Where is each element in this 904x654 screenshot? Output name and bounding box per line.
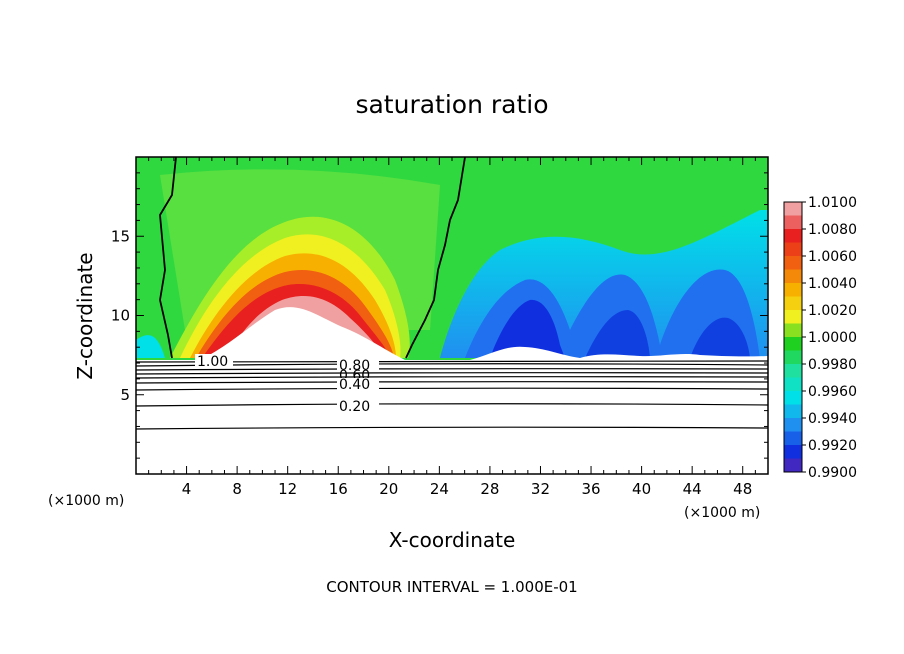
colorbar-level bbox=[784, 242, 802, 257]
colorbar-level bbox=[784, 364, 802, 378]
x-axis: 4 8 12 16 20 24 28 32 36 40 44 48 bbox=[148, 157, 756, 498]
contour-0-20 bbox=[136, 403, 768, 407]
contour-0-70 bbox=[136, 368, 768, 371]
colorbar-level bbox=[784, 431, 802, 446]
x-tick-label: 44 bbox=[683, 480, 702, 498]
colorbar-level bbox=[784, 337, 802, 351]
y-axis-title: Z-coordinate bbox=[73, 252, 97, 379]
colorbar-level bbox=[784, 377, 802, 392]
x-tick-label: 24 bbox=[430, 480, 449, 498]
colorbar-label: 0.9900 bbox=[808, 465, 857, 481]
colorbar-label: 0.9940 bbox=[808, 411, 857, 427]
colorbar-level bbox=[784, 296, 802, 311]
x-tick-label: 20 bbox=[379, 480, 398, 498]
x-tick-label: 12 bbox=[278, 480, 297, 498]
contour-0-40 bbox=[136, 381, 768, 384]
colorbar-label: 0.9960 bbox=[808, 384, 857, 400]
contour-0-60 bbox=[136, 372, 768, 375]
colorbar-label: 1.0100 bbox=[808, 195, 857, 211]
contour-0-90 bbox=[136, 360, 768, 363]
x-tick-label: 32 bbox=[531, 480, 550, 498]
colorbar: 1.0100 1.0080 1.0060 1.0040 1.0020 1.0000 0.99… bbox=[783, 195, 857, 481]
contour-interval-note: CONTOUR INTERVAL = 1.000E-01 bbox=[326, 578, 577, 596]
y-tick-label: 15 bbox=[111, 227, 130, 245]
y-axis: 5 10 15 bbox=[111, 172, 768, 459]
contour-label: 1.00 bbox=[197, 354, 228, 370]
field-left-edge bbox=[136, 335, 165, 358]
field-band-0-9920 bbox=[490, 299, 565, 358]
colorbar-level bbox=[784, 445, 802, 459]
colorbar-label: 0.9980 bbox=[808, 357, 857, 373]
x-tick-label: 4 bbox=[182, 480, 192, 498]
colorbar-level bbox=[784, 391, 802, 405]
colorbar-label: 1.0020 bbox=[808, 303, 857, 319]
colorbar-label: 1.0040 bbox=[808, 276, 857, 292]
y-tick-label: 5 bbox=[120, 386, 130, 404]
colorbar-level bbox=[784, 269, 802, 284]
x-tick-label: 36 bbox=[581, 480, 600, 498]
y-tick-label: 10 bbox=[111, 307, 130, 325]
contour-1-00-right bbox=[405, 157, 466, 359]
field-band-0-9920-c bbox=[690, 317, 750, 358]
x-tick-label: 40 bbox=[632, 480, 651, 498]
colorbar-label: 1.0080 bbox=[808, 222, 857, 238]
contour-0-50 bbox=[136, 376, 768, 379]
plot-area bbox=[136, 157, 768, 474]
x-unit-right: (×1000 m) bbox=[684, 505, 760, 521]
contour-label: 0.40 bbox=[339, 377, 370, 393]
x-tick-label: 16 bbox=[329, 480, 348, 498]
chart-title: saturation ratio bbox=[355, 90, 548, 119]
colorbar-level bbox=[784, 256, 802, 270]
contour-1-00-left bbox=[159, 157, 177, 359]
colorbar-level bbox=[784, 458, 802, 473]
x-axis-title: X-coordinate bbox=[389, 528, 516, 552]
colorbar-level bbox=[784, 229, 802, 243]
field-band-0-9920-b bbox=[585, 310, 650, 358]
contour-label: 0.80 bbox=[339, 358, 370, 374]
colorbar-label: 1.0060 bbox=[808, 249, 857, 265]
x-tick-label: 28 bbox=[480, 480, 499, 498]
colorbar-level bbox=[784, 404, 802, 419]
contour-label: 0.20 bbox=[339, 399, 370, 415]
x-tick-label: 48 bbox=[733, 480, 752, 498]
contour-0-10 bbox=[136, 426, 768, 430]
colorbar-level bbox=[784, 283, 802, 297]
x-tick-label: 8 bbox=[232, 480, 242, 498]
field-undefined-layer bbox=[136, 307, 768, 474]
contour-0-30 bbox=[136, 387, 768, 391]
colorbar-level bbox=[784, 310, 802, 324]
colorbar-level bbox=[784, 350, 802, 365]
colorbar-level bbox=[784, 202, 802, 216]
colorbar-level bbox=[784, 418, 802, 432]
colorbar-level bbox=[784, 323, 802, 338]
contour-labels: 1.00 0.80 0.60 0.40 0.20 bbox=[195, 354, 379, 415]
colorbar-label: 1.0000 bbox=[808, 330, 857, 346]
x-unit-left: (×1000 m) bbox=[48, 493, 124, 509]
colorbar-label: 0.9920 bbox=[808, 438, 857, 454]
colorbar-level bbox=[784, 215, 802, 230]
